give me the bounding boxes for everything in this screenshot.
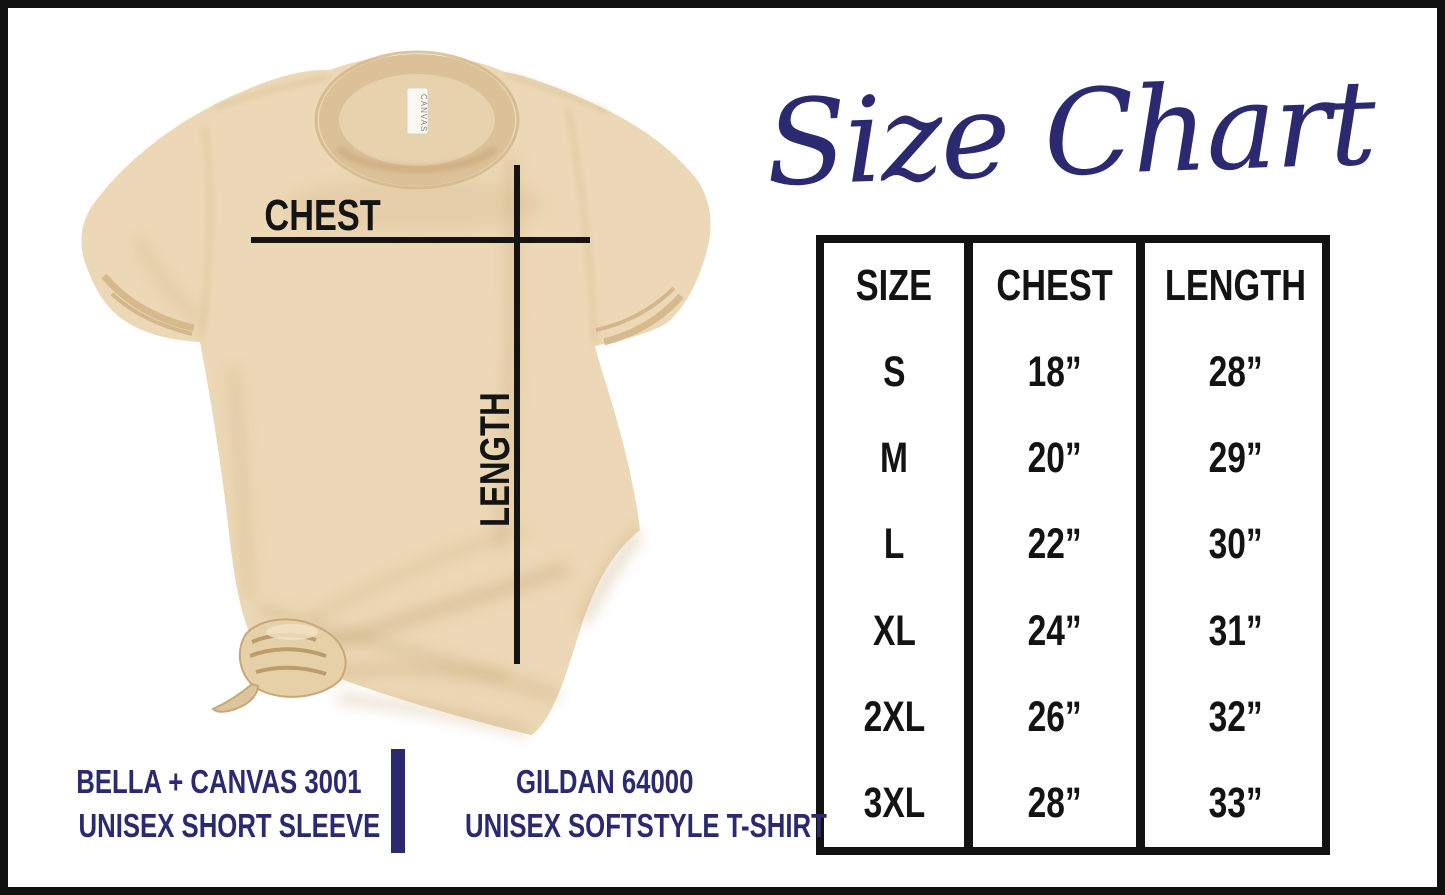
size-table-header: LENGTH bbox=[1165, 261, 1307, 311]
size-table-cell: 29” bbox=[1208, 434, 1263, 483]
page-title: Size Chart bbox=[763, 53, 1377, 213]
size-table-cell: L bbox=[883, 520, 905, 569]
size-table-cell: 28” bbox=[1208, 347, 1263, 396]
brand-bella-canvas: BELLA + CANVAS 3001 UNISEX SHORT SLEEVE bbox=[36, 760, 386, 848]
brand-line: BELLA + CANVAS 3001 bbox=[76, 763, 362, 800]
size-table-header: CHEST bbox=[996, 261, 1113, 311]
tshirt-knot bbox=[211, 618, 347, 713]
size-table-cell: 26” bbox=[1027, 693, 1082, 742]
brand-divider-bar bbox=[391, 749, 405, 853]
brand-line: UNISEX SHORT SLEEVE bbox=[78, 807, 381, 844]
size-table-cell: 30” bbox=[1208, 520, 1263, 569]
tshirt-body bbox=[81, 55, 711, 735]
brand-gildan: GILDAN 64000 UNISEX SOFTSTYLE T-SHIRT bbox=[414, 760, 827, 848]
length-measure-label: LENGTH bbox=[471, 392, 518, 528]
size-table-cell: 33” bbox=[1208, 779, 1263, 828]
size-table-cell: 32” bbox=[1208, 693, 1263, 742]
size-table-cell: M bbox=[880, 434, 909, 483]
size-table-cell: 18” bbox=[1027, 347, 1082, 396]
chest-measure-line bbox=[251, 237, 590, 243]
size-table-column-chest: CHEST 18” 20” 22” 24” 26” 28” bbox=[973, 243, 1146, 847]
size-table-cell: 2XL bbox=[863, 693, 925, 742]
brand-tag: CANVAS bbox=[406, 87, 429, 135]
size-table-cell: 3XL bbox=[863, 779, 925, 828]
size-table: SIZE S M L XL 2XL 3XL CHEST 18” 20” 22” 24” 26” 28… bbox=[816, 235, 1330, 855]
tshirt-image: CANVAS bbox=[81, 50, 711, 737]
chest-measure-label: CHEST bbox=[264, 191, 381, 240]
size-table-cell: 24” bbox=[1027, 606, 1082, 655]
size-table-cell: 31” bbox=[1208, 606, 1263, 655]
size-table-cell: 20” bbox=[1027, 434, 1082, 483]
size-table-column-length: LENGTH 28” 29” 30” 31” 32” 33” bbox=[1145, 243, 1322, 847]
size-table-cell: 28” bbox=[1027, 779, 1082, 828]
brand-line: UNISEX SOFTSTYLE T-SHIRT bbox=[465, 807, 827, 844]
brand-line: GILDAN 64000 bbox=[516, 763, 694, 800]
length-measure-line bbox=[514, 165, 520, 664]
size-table-cell: S bbox=[882, 347, 906, 396]
size-table-cell: 22” bbox=[1027, 520, 1082, 569]
size-table-column-size: SIZE S M L XL 2XL 3XL bbox=[824, 243, 974, 847]
brand-tag-text: CANVAS bbox=[419, 94, 428, 132]
size-table-cell: XL bbox=[872, 606, 916, 655]
size-table-header: SIZE bbox=[856, 261, 933, 311]
